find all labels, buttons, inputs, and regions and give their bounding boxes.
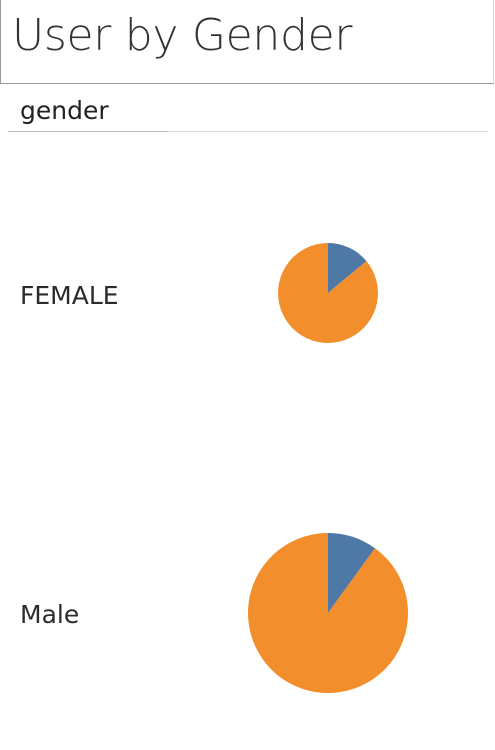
row-label-male: Male <box>20 600 80 629</box>
pie-slice-female-2[interactable] <box>278 243 378 343</box>
pie-male[interactable] <box>247 533 408 694</box>
header-divider-extension <box>168 131 488 132</box>
column-header-gender: gender <box>20 96 109 125</box>
page-title: User by Gender <box>12 10 353 61</box>
pie-slice-male-1[interactable] <box>328 533 376 613</box>
title-panel: User by Gender <box>0 0 494 84</box>
pie-slice-male-2[interactable] <box>247 533 408 694</box>
pie-slice-female-1[interactable] <box>328 243 367 293</box>
header-divider <box>8 131 168 132</box>
pie-female[interactable] <box>278 243 378 343</box>
row-label-female: FEMALE <box>20 281 119 310</box>
